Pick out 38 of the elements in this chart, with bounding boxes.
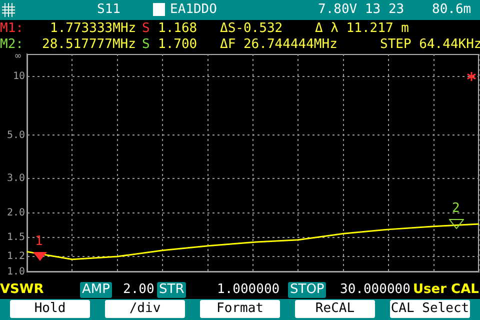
text: Δ λ 11.217 m bbox=[315, 21, 409, 37]
text: 7.80V 13 23 bbox=[318, 2, 404, 18]
text: 1.168 bbox=[158, 21, 198, 37]
text: 1.000000 bbox=[217, 282, 280, 298]
y-tick-label: 3.0 bbox=[6, 173, 25, 184]
text: ΔF 26.744444MHz bbox=[220, 37, 338, 53]
y-tick-label: 1.2 bbox=[6, 251, 25, 262]
y-tick-label: 2.0 bbox=[6, 208, 25, 219]
text: User CAL bbox=[413, 282, 479, 298]
text: AMP bbox=[80, 282, 112, 298]
y-tick-label: 1.0 bbox=[6, 266, 25, 278]
text: ∞ bbox=[15, 51, 22, 62]
text: S bbox=[142, 21, 150, 37]
y-tick-label: 5.0 bbox=[6, 130, 25, 141]
text: 30.000000 bbox=[340, 282, 410, 298]
text: Format bbox=[200, 300, 280, 318]
text: M2: bbox=[0, 37, 24, 53]
annotation: 1 bbox=[35, 234, 43, 250]
text: VSWR bbox=[0, 282, 44, 298]
y-tick-label: 1.5 bbox=[6, 232, 25, 244]
text: S11 bbox=[97, 2, 120, 18]
text: 80.6m bbox=[432, 2, 472, 18]
text: STOP bbox=[288, 282, 326, 298]
text: S bbox=[142, 37, 150, 53]
text: Hold bbox=[10, 300, 90, 318]
y-tick-label: 10 bbox=[12, 70, 25, 82]
text: 2.00 bbox=[123, 282, 154, 298]
text: EA1DDO bbox=[170, 2, 217, 18]
text: /div bbox=[105, 300, 185, 318]
text: STR bbox=[157, 282, 186, 298]
text: M1: bbox=[0, 21, 24, 37]
annotation: 2 bbox=[452, 201, 460, 217]
text: 1.700 bbox=[158, 37, 198, 53]
text: ΔS-0.532 bbox=[220, 21, 283, 37]
text: CAL Select bbox=[390, 300, 470, 318]
text: 1.773333MHz bbox=[50, 21, 136, 37]
text: ReCAL bbox=[295, 300, 375, 318]
text: 28.517777MHz bbox=[42, 37, 136, 53]
